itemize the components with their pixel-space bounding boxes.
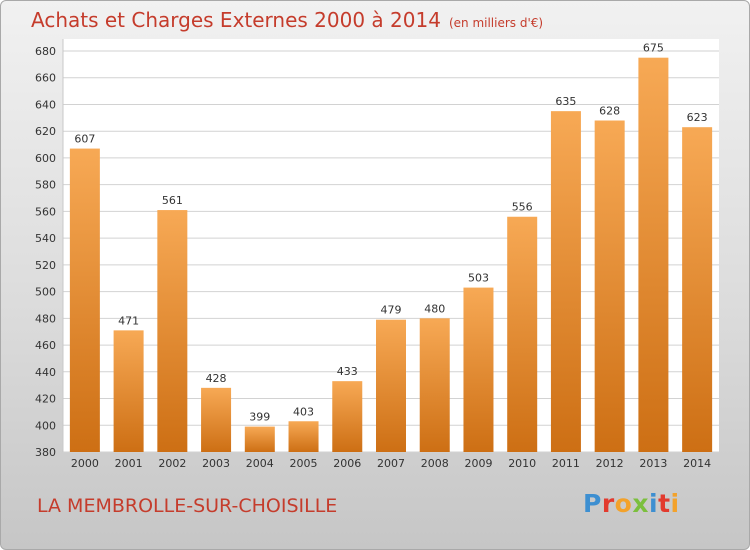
x-tick-label: 2010 (508, 457, 536, 470)
chart-title: Achats et Charges Externes 2000 à 2014 (31, 8, 441, 32)
bar-value-label: 635 (555, 95, 576, 108)
y-tick-label: 480 (35, 312, 56, 325)
y-tick-label: 420 (35, 393, 56, 406)
bar-value-label: 403 (293, 405, 314, 418)
bar (550, 111, 581, 453)
bar (332, 381, 363, 452)
bar-value-label: 556 (512, 201, 533, 214)
bar-labels: 607 471 561 428 399 403 433 479 480 503 556 635 628 6… (74, 42, 707, 424)
logo-letter: o (614, 489, 633, 518)
bar-value-label: 675 (643, 42, 664, 55)
chart-unit: (en milliers d'€) (448, 16, 544, 30)
x-tick-label: 2004 (246, 457, 274, 470)
x-tick-label: 2002 (158, 457, 186, 470)
x-axis-labels: 2000 2001 2002 2003 2004 2005 2006 2007 2008 2009… (71, 457, 711, 470)
bar-value-label: 628 (599, 105, 620, 118)
bar (69, 148, 100, 452)
logo-letter: x (632, 489, 649, 518)
y-tick-label: 680 (35, 45, 56, 58)
x-tick-label: 2000 (71, 457, 99, 470)
x-tick-label: 2001 (115, 457, 143, 470)
town-name: LA MEMBROLLE-SUR-CHOISILLE (37, 495, 338, 517)
x-tick-label: 2013 (639, 457, 667, 470)
chart-title-block: Achats et Charges Externes 2000 à 2014 (e… (31, 8, 543, 32)
bar (113, 330, 144, 452)
logo-letter: P (583, 489, 602, 518)
y-tick-label: 600 (35, 152, 56, 165)
y-tick-label: 440 (35, 366, 56, 379)
bar (157, 210, 188, 452)
x-tick-label: 2011 (552, 457, 580, 470)
y-tick-label: 520 (35, 259, 56, 272)
x-tick-label: 2005 (290, 457, 318, 470)
y-tick-label: 620 (35, 125, 56, 138)
y-tick-label: 660 (35, 72, 56, 85)
y-tick-label: 580 (35, 179, 56, 192)
x-tick-label: 2006 (333, 457, 361, 470)
bar (463, 287, 494, 452)
bar (507, 216, 538, 452)
y-axis-labels: 380 400 420 440 460 480 500 520 540 560 580 600 620 6… (35, 45, 56, 459)
bar-value-label: 479 (381, 304, 402, 317)
bar-value-label: 480 (424, 302, 445, 315)
y-tick-label: 640 (35, 98, 56, 111)
logo-letter: r (601, 489, 615, 518)
y-tick-label: 460 (35, 339, 56, 352)
x-tick-label: 2003 (202, 457, 230, 470)
logo-letter: t (658, 489, 671, 518)
y-tick-label: 380 (35, 446, 56, 459)
y-tick-label: 540 (35, 232, 56, 245)
bar-value-label: 399 (249, 411, 270, 424)
bar-value-label: 607 (74, 133, 95, 146)
y-tick-label: 560 (35, 205, 56, 218)
bar-value-label: 623 (687, 111, 708, 124)
bar (594, 120, 625, 453)
bar-value-label: 561 (162, 194, 183, 207)
bar (638, 57, 669, 452)
bar-value-label: 503 (468, 272, 489, 285)
proxiti-logo[interactable]: Proxiti (583, 489, 680, 518)
bar (201, 387, 232, 452)
x-tick-label: 2009 (464, 457, 492, 470)
bar-value-label: 428 (206, 372, 227, 385)
bar (288, 421, 319, 452)
logo-letter: i (670, 489, 680, 518)
bar (682, 127, 713, 452)
y-tick-label: 400 (35, 419, 56, 432)
bars (69, 57, 713, 453)
bar-value-label: 433 (337, 365, 358, 378)
bar (376, 319, 406, 452)
x-tick-label: 2014 (683, 457, 711, 470)
x-tick-label: 2012 (596, 457, 624, 470)
x-tick-label: 2008 (421, 457, 449, 470)
bar-value-label: 471 (118, 314, 139, 327)
bar (419, 318, 450, 452)
y-tick-label: 500 (35, 286, 56, 299)
bar (244, 426, 275, 452)
logo-letter: i (649, 489, 659, 518)
x-tick-label: 2007 (377, 457, 405, 470)
